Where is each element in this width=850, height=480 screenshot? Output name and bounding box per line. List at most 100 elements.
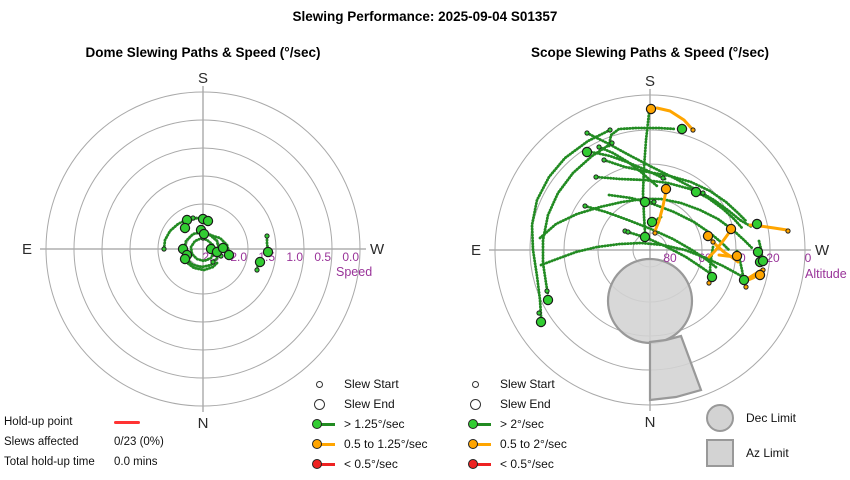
legend-label: < 0.5°/sec — [500, 457, 554, 471]
slew-end-marker — [738, 274, 750, 286]
slew-start-marker — [651, 199, 657, 205]
legend-item-slew-end: Slew End — [312, 394, 428, 414]
speed-ring — [73, 119, 333, 379]
legend-item-fast: > 1.25°/sec — [312, 414, 428, 434]
legend-item-medium: 0.5 to 1.25°/sec — [312, 434, 428, 454]
slew-path — [653, 189, 668, 233]
slew-end-marker — [690, 186, 702, 198]
slew-end-marker — [706, 271, 718, 283]
ring-tick-label: 0.0 — [342, 250, 359, 264]
cardinal-label-W: W — [370, 241, 385, 258]
ring-tick-label: 1.0 — [286, 250, 303, 264]
holdup-line-icon — [114, 420, 140, 424]
legend-label: Dec Limit — [746, 411, 797, 425]
slew-start-icon — [472, 380, 479, 388]
slew-start-marker — [584, 130, 590, 136]
slew-end-icon — [470, 398, 481, 410]
slews-affected-label: Slews affected — [4, 436, 79, 448]
slew-end-marker — [254, 256, 266, 268]
legend-item-slew-start: Slew Start — [312, 374, 428, 394]
legend-item-slow: < 0.5°/sec — [468, 454, 567, 474]
slew-path — [607, 126, 678, 148]
slew-end-marker — [179, 222, 191, 234]
slew-end-marker — [754, 269, 766, 281]
slew-start-marker — [607, 127, 613, 133]
total-holdup-value: 0.0 mins — [114, 456, 158, 468]
slew-end-marker — [660, 183, 672, 195]
slew-end-marker — [702, 230, 714, 242]
slew-path — [182, 230, 221, 269]
speed-ring — [129, 175, 277, 323]
slew-start-marker — [710, 239, 716, 245]
ring-tick-label: 20 — [766, 251, 780, 265]
slew-end-marker — [202, 215, 214, 227]
ring-tick-label: 0.5 — [314, 250, 331, 264]
slew-path — [184, 260, 220, 272]
slew-start-marker — [254, 267, 260, 273]
cardinal-label-S: S — [198, 70, 208, 87]
slews-affected-value: 0/23 (0%) — [114, 436, 164, 448]
slew-path — [541, 141, 614, 297]
dec-limit-icon — [706, 404, 734, 432]
slew-end-marker — [198, 228, 210, 240]
holdup-point-row: Hold-up point — [4, 412, 164, 432]
slew-end-marker — [217, 242, 229, 254]
legend-label: Slew End — [500, 397, 551, 411]
slew-path — [539, 241, 745, 279]
scope-polar-plot: 806040200AltitudeSNEW — [471, 73, 847, 431]
ring-tick-label: 80 — [663, 251, 677, 265]
slew-end-marker — [639, 196, 651, 208]
speed-ring — [45, 91, 361, 407]
legend-item-fast: > 2°/sec — [468, 414, 567, 434]
slew-end-marker — [581, 146, 593, 158]
legend-label: Slew Start — [500, 377, 555, 391]
slew-end-marker — [752, 246, 764, 258]
slew-start-marker — [690, 127, 696, 133]
medium-speed-icon — [468, 439, 492, 450]
slew-start-marker — [210, 259, 216, 265]
total-holdup-label: Total hold-up time — [4, 456, 95, 468]
slew-end-marker — [731, 250, 743, 262]
ring-tick-label: 2.0 — [230, 250, 247, 264]
speed-ring — [157, 203, 249, 295]
legend-label: > 1.25°/sec — [344, 417, 405, 431]
page-title: Slewing Performance: 2025-09-04 S01357 — [292, 9, 558, 24]
slew-start-marker — [601, 157, 607, 163]
cardinal-label-N: N — [198, 415, 209, 432]
slew-start-marker — [660, 175, 666, 181]
legend-item-medium: 0.5 to 2°/sec — [468, 434, 567, 454]
slew-path — [602, 158, 749, 224]
legend-label: < 0.5°/sec — [344, 457, 398, 471]
slew-end-marker — [542, 294, 554, 306]
dec-limit-shape — [606, 257, 694, 345]
slew-end-marker — [751, 218, 763, 230]
legend-item-slow: < 0.5°/sec — [312, 454, 428, 474]
ring-tick-label: 0 — [805, 251, 812, 265]
slew-start-marker — [593, 174, 599, 180]
dome-legend: Slew Start Slew End > 1.25°/sec 0.5 to 1… — [312, 374, 428, 474]
legend-label: 0.5 to 1.25°/sec — [344, 437, 428, 451]
total-holdup-row: Total hold-up time 0.0 mins — [4, 452, 164, 472]
dome-plot-title: Dome Slewing Paths & Speed (°/sec) — [85, 45, 321, 60]
slew-start-marker — [785, 228, 791, 234]
slew-end-marker — [223, 249, 235, 261]
legend-label: Az Limit — [746, 446, 789, 460]
slew-end-icon — [314, 398, 325, 410]
fast-speed-icon — [312, 419, 336, 430]
slew-path — [189, 236, 216, 263]
speed-ring — [101, 147, 305, 351]
slew-start-icon — [316, 380, 323, 388]
slew-start-marker — [609, 140, 615, 146]
scope-legend: Slew Start Slew End > 2°/sec 0.5 to 2°/s… — [468, 374, 567, 474]
slew-start-marker — [596, 144, 602, 150]
slew-end-marker — [646, 216, 658, 228]
cardinal-label-S: S — [645, 73, 655, 90]
slew-start-marker — [625, 229, 631, 235]
holdup-stats: Hold-up point Slews affected 0/23 (0%) T… — [4, 412, 164, 472]
slew-end-marker — [262, 246, 274, 258]
legend-item-dec-limit: Dec Limit — [706, 404, 796, 432]
slew-end-marker — [645, 103, 657, 115]
